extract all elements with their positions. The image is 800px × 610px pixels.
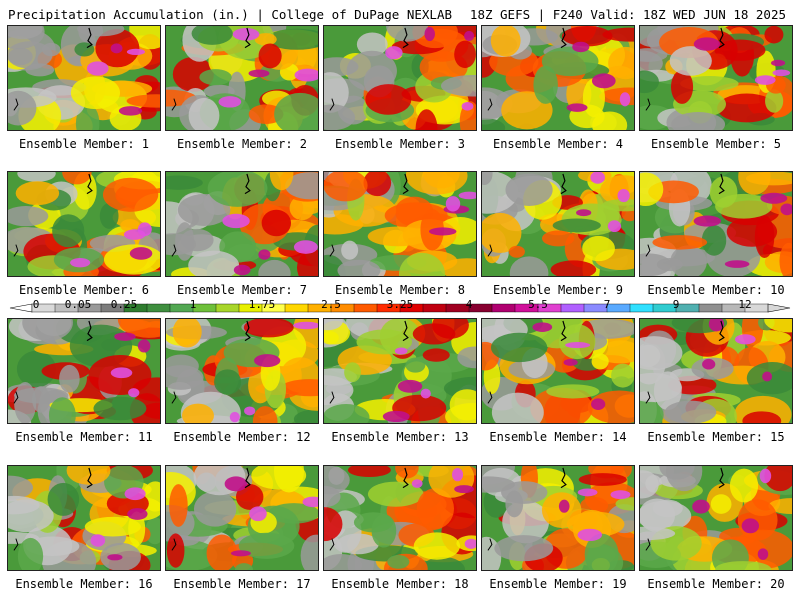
precipitation-map — [481, 171, 635, 277]
colorbar-swatch — [422, 303, 447, 313]
ensemble-member-panel: Ensemble Member: 10 — [639, 171, 793, 316]
precipitation-map — [165, 25, 319, 131]
ensemble-member-label: Ensemble Member: 7 — [176, 283, 308, 297]
ensemble-member-label: Ensemble Member: 15 — [647, 430, 785, 444]
colorbar-tick-label: 1 — [189, 298, 197, 311]
colorbar-tick-label: 3.25 — [386, 298, 414, 311]
ensemble-member-label: Ensemble Member: 1 — [18, 137, 150, 151]
precipitation-map — [639, 25, 793, 131]
colorbar-swatch — [698, 303, 723, 313]
ensemble-member-panel: Ensemble Member: 18 — [323, 465, 477, 610]
colorbar-max-arrow — [767, 303, 791, 313]
ensemble-member-panel: Ensemble Member: 2 — [165, 25, 319, 170]
precipitation-map — [165, 318, 319, 424]
colorbar-tick-label: 5.5 — [528, 298, 548, 311]
colorbar-tick-label: 0.25 — [110, 298, 138, 311]
ensemble-member-label: Ensemble Member: 17 — [173, 577, 311, 591]
colorbar-tick-label: 4 — [465, 298, 473, 311]
precipitation-map — [7, 465, 161, 571]
colorbar-tick-label: 7 — [603, 298, 611, 311]
ensemble-member-label: Ensemble Member: 4 — [492, 137, 624, 151]
colorbar-min-arrow — [9, 303, 33, 313]
colorbar-swatch — [284, 303, 309, 313]
ensemble-member-panel: Ensemble Member: 11 — [7, 318, 161, 463]
precipitation-map — [323, 171, 477, 277]
precipitation-map — [323, 25, 477, 131]
colorbar-swatch — [192, 303, 217, 313]
ensemble-member-panel: Ensemble Member: 6 — [7, 171, 161, 316]
ensemble-member-label: Ensemble Member: 6 — [18, 283, 150, 297]
precipitation-map — [7, 25, 161, 131]
colorbar-swatch — [675, 303, 700, 313]
ensemble-member-panel: Ensemble Member: 3 — [323, 25, 477, 170]
ensemble-member-panel: Ensemble Member: 9 — [481, 171, 635, 316]
ensemble-member-label: Ensemble Member: 11 — [15, 430, 153, 444]
colorbar-swatch — [353, 303, 378, 313]
ensemble-member-label: Ensemble Member: 18 — [331, 577, 469, 591]
precipitation-map — [323, 318, 477, 424]
ensemble-member-panel: Ensemble Member: 17 — [165, 465, 319, 610]
ensemble-member-panel: Ensemble Member: 4 — [481, 25, 635, 170]
ensemble-member-panel: Ensemble Member: 14 — [481, 318, 635, 463]
ensemble-member-panel: Ensemble Member: 1 — [7, 25, 161, 170]
ensemble-member-panel: Ensemble Member: 5 — [639, 25, 793, 170]
ensemble-member-panel: Ensemble Member: 13 — [323, 318, 477, 463]
colorbar-swatch — [629, 303, 654, 313]
map-title: Precipitation Accumulation (in.) | Colle… — [8, 7, 453, 22]
valid-time-label: 18Z GEFS | F240 Valid: 18Z WED JUN 18 20… — [469, 7, 786, 22]
ensemble-member-label: Ensemble Member: 16 — [15, 577, 153, 591]
precipitation-map — [323, 465, 477, 571]
precipitation-map — [639, 171, 793, 277]
colorbar-tick-label: 1.75 — [248, 298, 276, 311]
colorbar-tick-label: 2.5 — [321, 298, 341, 311]
colorbar-tick-label: 9 — [672, 298, 680, 311]
colorbar-swatch — [606, 303, 631, 313]
precipitation-map — [7, 171, 161, 277]
ensemble-member-panel: Ensemble Member: 20 — [639, 465, 793, 610]
precipitation-map — [165, 465, 319, 571]
ensemble-member-label: Ensemble Member: 3 — [334, 137, 466, 151]
precipitation-map — [481, 465, 635, 571]
colorbar-swatch — [560, 303, 585, 313]
precipitation-map — [481, 318, 635, 424]
ensemble-member-panel: Ensemble Member: 15 — [639, 318, 793, 463]
ensemble-member-panel: Ensemble Member: 16 — [7, 465, 161, 610]
colorbar-swatch — [146, 303, 171, 313]
colorbar-swatch — [491, 303, 516, 313]
ensemble-member-label: Ensemble Member: 14 — [489, 430, 627, 444]
ensemble-member-label: Ensemble Member: 19 — [489, 577, 627, 591]
precipitation-map — [481, 25, 635, 131]
ensemble-member-label: Ensemble Member: 2 — [176, 137, 308, 151]
colorbar-tick-label: 0 — [32, 298, 40, 311]
precipitation-map — [639, 318, 793, 424]
ensemble-member-panel: Ensemble Member: 19 — [481, 465, 635, 610]
ensemble-member-label: Ensemble Member: 9 — [492, 283, 624, 297]
colorbar-legend — [9, 303, 791, 313]
colorbar-swatch — [215, 303, 240, 313]
ensemble-member-label: Ensemble Member: 10 — [647, 283, 785, 297]
precipitation-map — [165, 171, 319, 277]
ensemble-member-panel: Ensemble Member: 7 — [165, 171, 319, 316]
ensemble-member-panel: Ensemble Member: 8 — [323, 171, 477, 316]
ensemble-member-label: Ensemble Member: 20 — [647, 577, 785, 591]
precipitation-map — [7, 318, 161, 424]
ensemble-member-panel: Ensemble Member: 12 — [165, 318, 319, 463]
ensemble-member-label: Ensemble Member: 13 — [331, 430, 469, 444]
precipitation-map — [639, 465, 793, 571]
ensemble-member-label: Ensemble Member: 12 — [173, 430, 311, 444]
colorbar-tick-label: 12 — [738, 298, 752, 311]
ensemble-member-label: Ensemble Member: 8 — [334, 283, 466, 297]
colorbar-tick-label: 0.05 — [64, 298, 92, 311]
ensemble-member-label: Ensemble Member: 5 — [650, 137, 782, 151]
